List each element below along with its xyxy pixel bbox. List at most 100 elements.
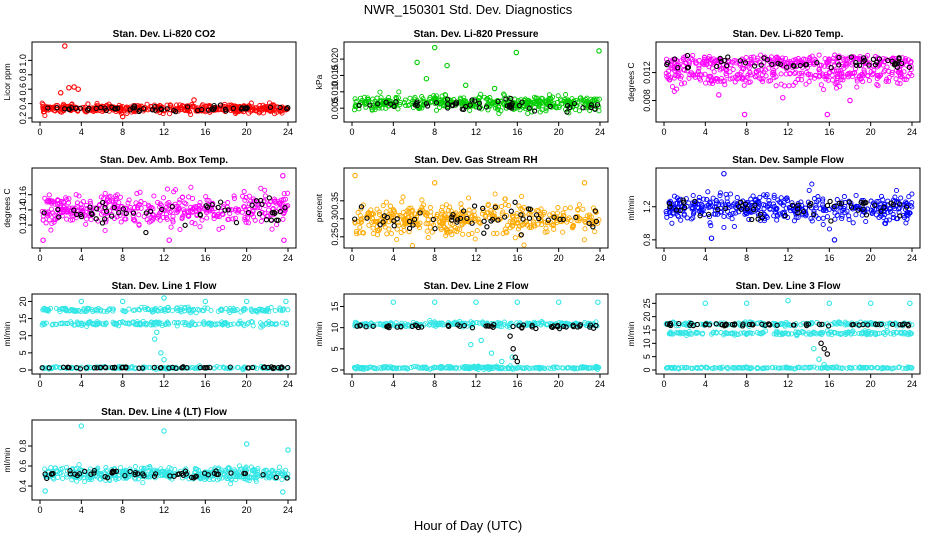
data-point — [106, 101, 112, 107]
data-point — [285, 105, 291, 111]
data-point — [47, 305, 54, 311]
data-point — [201, 320, 207, 326]
x-tick-label: 4 — [79, 379, 84, 389]
data-point — [62, 43, 68, 49]
figure-x-axis-label: Hour of Day (UTC) — [414, 518, 522, 533]
data-point — [693, 60, 699, 66]
data-point — [436, 104, 442, 110]
data-point — [784, 64, 790, 70]
data-point — [763, 193, 769, 199]
data-point — [795, 330, 801, 336]
data-point — [446, 323, 452, 330]
data-point — [430, 322, 436, 328]
data-point — [355, 365, 361, 371]
data-point — [384, 365, 390, 371]
data-point — [285, 307, 291, 313]
data-point — [196, 321, 202, 327]
data-point — [520, 365, 526, 371]
x-tick-label: 0 — [37, 253, 42, 263]
data-point — [62, 106, 68, 112]
data-point — [669, 84, 676, 90]
data-point — [411, 216, 418, 223]
data-point — [680, 197, 686, 203]
data-point — [182, 319, 188, 325]
points-group — [39, 295, 291, 373]
data-point — [674, 195, 680, 201]
data-point — [807, 203, 813, 209]
data-point — [153, 319, 159, 325]
data-point — [674, 200, 680, 206]
data-point — [905, 212, 911, 218]
data-point — [897, 201, 903, 207]
data-point — [519, 193, 525, 199]
data-point — [766, 198, 772, 204]
data-point — [909, 191, 915, 197]
data-point — [682, 365, 688, 371]
panel-title: Stan. Dev. Li-820 Pressure — [414, 29, 539, 40]
data-point — [845, 61, 851, 67]
data-point — [399, 365, 405, 371]
x-tick-label: 16 — [512, 127, 522, 137]
data-point — [432, 225, 438, 232]
data-point — [59, 306, 65, 312]
data-point — [390, 299, 397, 305]
y-tick-label: 0.8 — [642, 234, 652, 247]
data-point — [226, 307, 232, 313]
data-point — [401, 365, 407, 371]
data-point — [472, 98, 478, 104]
data-point — [716, 92, 722, 98]
data-point — [231, 321, 237, 327]
data-point — [436, 99, 442, 105]
y-tick-label: 20 — [18, 296, 28, 306]
points-group — [663, 297, 915, 372]
data-point — [473, 365, 479, 371]
data-point — [238, 309, 244, 315]
data-point — [397, 212, 403, 218]
data-point — [206, 321, 212, 327]
data-point — [594, 364, 600, 371]
data-point — [782, 212, 788, 219]
data-point — [588, 214, 594, 220]
data-point — [568, 217, 574, 224]
data-point — [674, 72, 680, 79]
y-tick-label: 0.020 — [330, 48, 340, 71]
data-point — [581, 180, 588, 186]
data-point — [725, 365, 731, 371]
data-point — [370, 225, 376, 231]
data-point — [874, 59, 880, 65]
data-point — [111, 204, 117, 211]
data-point — [364, 321, 370, 327]
data-point — [439, 204, 445, 210]
data-point — [131, 217, 137, 223]
data-point — [491, 85, 498, 92]
data-point — [881, 204, 887, 210]
data-point — [466, 207, 472, 213]
data-point — [544, 220, 550, 226]
data-point — [900, 365, 906, 371]
data-point — [383, 105, 389, 111]
data-point — [712, 211, 718, 217]
data-point — [431, 44, 438, 51]
data-point — [52, 216, 58, 222]
data-point — [903, 77, 909, 83]
data-point — [488, 218, 494, 224]
data-point — [117, 194, 124, 200]
data-point — [164, 106, 170, 112]
data-point — [239, 209, 245, 215]
data-point — [429, 229, 435, 235]
data-point — [454, 219, 460, 225]
data-point — [752, 74, 758, 80]
data-point — [42, 112, 48, 119]
data-point — [457, 226, 463, 232]
data-point — [699, 207, 705, 213]
data-point — [684, 215, 690, 221]
data-point — [71, 84, 77, 90]
data-point — [54, 105, 60, 111]
points-group — [39, 43, 291, 120]
y-axis-label: ml/min — [314, 321, 324, 346]
data-point — [832, 321, 838, 327]
data-point — [112, 106, 118, 112]
data-point — [760, 365, 766, 371]
data-point — [466, 231, 472, 237]
